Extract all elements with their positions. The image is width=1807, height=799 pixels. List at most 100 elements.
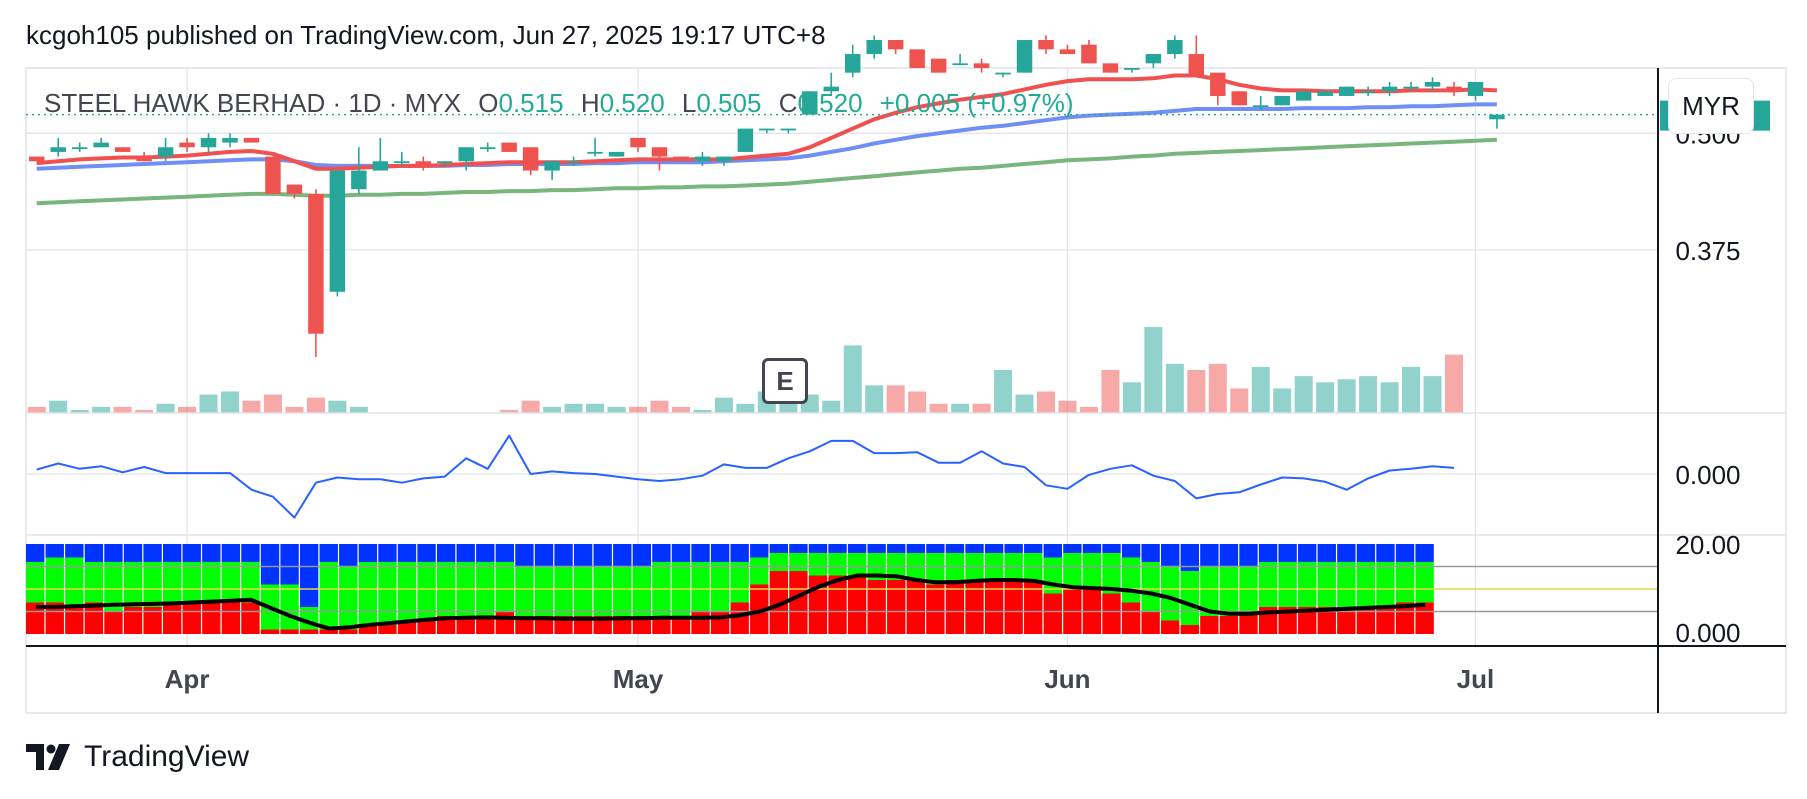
- stack-bar-green: [221, 562, 241, 603]
- stack-bar-red: [1219, 616, 1239, 634]
- oscillator-pane: [26, 434, 1658, 519]
- stack-bar-green: [495, 562, 515, 612]
- stack-bar-green: [769, 553, 789, 571]
- volume-bar: [951, 403, 970, 413]
- stack-bar-red: [730, 602, 749, 634]
- stack-average-line: [35, 573, 1426, 631]
- volume-bar: [908, 391, 927, 413]
- volume-bar: [586, 403, 605, 413]
- stack-bar-red: [1415, 602, 1434, 634]
- stack-bar-red: [45, 602, 64, 634]
- stack-bar-green: [1141, 562, 1160, 612]
- candle-body: [437, 161, 453, 164]
- stack-bar-blue: [456, 544, 475, 562]
- high-value: 0.520: [599, 88, 665, 118]
- tradingview-logo-text: TradingView: [84, 740, 250, 773]
- candle-body: [651, 147, 668, 157]
- stack-bar-green: [593, 566, 612, 616]
- stack-bar-green: [1258, 562, 1278, 607]
- tradingview-logo-icon: [26, 744, 70, 770]
- stack-bar-blue: [534, 544, 554, 567]
- stack-bar-green: [358, 562, 378, 625]
- currency-button[interactable]: MYR: [1668, 78, 1754, 134]
- stack-bar-red: [221, 602, 241, 634]
- stack-bar-blue: [652, 544, 671, 562]
- tradingview-logo[interactable]: TradingView: [26, 740, 249, 774]
- stack-bar-blue: [1161, 544, 1180, 567]
- volume-bar: [135, 409, 154, 413]
- volume-bar: [1294, 376, 1313, 413]
- candle-body: [930, 58, 947, 73]
- candle-body: [1424, 81, 1441, 87]
- volume-bar: [1316, 382, 1335, 413]
- stack-bar-blue: [515, 544, 534, 567]
- volume-bar: [607, 406, 626, 413]
- candle-body: [673, 156, 689, 162]
- stack-bar-red: [1317, 607, 1336, 634]
- candle-body: [952, 63, 968, 66]
- stack-bar-green: [534, 566, 554, 616]
- stack-bar-green: [515, 566, 534, 616]
- stack-bar-blue: [241, 544, 260, 562]
- stack-bar-red: [1200, 616, 1219, 634]
- stack-bar-red: [241, 602, 260, 634]
- earnings-marker[interactable]: E: [762, 358, 808, 404]
- stack-bar-red: [378, 625, 397, 634]
- high-label: H: [580, 88, 600, 118]
- candle-body: [1360, 91, 1376, 94]
- stack-bar-red: [750, 584, 769, 634]
- candle-body: [179, 142, 195, 148]
- price-tick-label: 0.375: [1675, 236, 1740, 266]
- candle-body: [351, 170, 367, 190]
- stack-bar-red: [260, 629, 280, 634]
- stack-bar-blue: [1356, 544, 1376, 562]
- stack-bar-green: [417, 562, 436, 621]
- stack-bar-red: [84, 602, 104, 634]
- stack-bar-green: [1063, 553, 1082, 589]
- stack-bar-green: [691, 562, 710, 612]
- stack-bar-blue: [417, 544, 436, 562]
- candle-body: [1253, 105, 1269, 108]
- stack-bar-red: [534, 616, 554, 634]
- stack-bar-blue: [1004, 544, 1023, 553]
- stack-bar-blue: [593, 544, 612, 567]
- stack-bar-blue: [221, 544, 241, 562]
- volume-bar: [263, 394, 282, 413]
- stack-bar-red: [1337, 607, 1356, 634]
- stack-bar-blue: [202, 544, 221, 562]
- candle-body: [71, 147, 88, 150]
- volume-bar: [994, 370, 1013, 413]
- stack-bar-blue: [710, 544, 730, 562]
- stack-bar-red: [143, 607, 162, 634]
- stack-bar-blue: [671, 544, 691, 562]
- candle-body: [29, 156, 45, 162]
- volume-bar: [564, 403, 583, 413]
- candle-body: [544, 161, 560, 171]
- candle-body: [1210, 72, 1226, 96]
- volume-bar: [1058, 400, 1077, 413]
- candle-body: [93, 142, 109, 148]
- stack-bar-green: [1356, 562, 1376, 607]
- stack-bar-green: [613, 566, 632, 616]
- stack-bar-blue: [65, 544, 84, 558]
- volume-bar: [349, 406, 368, 413]
- stack-bar-red: [182, 602, 201, 634]
- stack-bar-blue: [1024, 544, 1043, 553]
- volume-bar: [49, 400, 68, 413]
- volume-bar: [521, 400, 540, 413]
- volume-bar: [822, 400, 841, 413]
- stack-bar-red: [456, 616, 475, 634]
- volume-bar: [929, 403, 948, 413]
- stack-bar-blue: [1258, 544, 1278, 562]
- candle-body: [1081, 44, 1097, 64]
- stack-bar-green: [65, 557, 84, 607]
- stack-bar-blue: [1278, 544, 1297, 562]
- candle-body: [114, 147, 131, 152]
- stack-bar-green: [280, 584, 299, 630]
- stack-bar-blue: [887, 544, 906, 553]
- stack-bar-green: [1219, 566, 1239, 616]
- volume-bar: [1444, 354, 1464, 413]
- stack-bar-red: [965, 580, 984, 634]
- candle-body: [587, 151, 603, 154]
